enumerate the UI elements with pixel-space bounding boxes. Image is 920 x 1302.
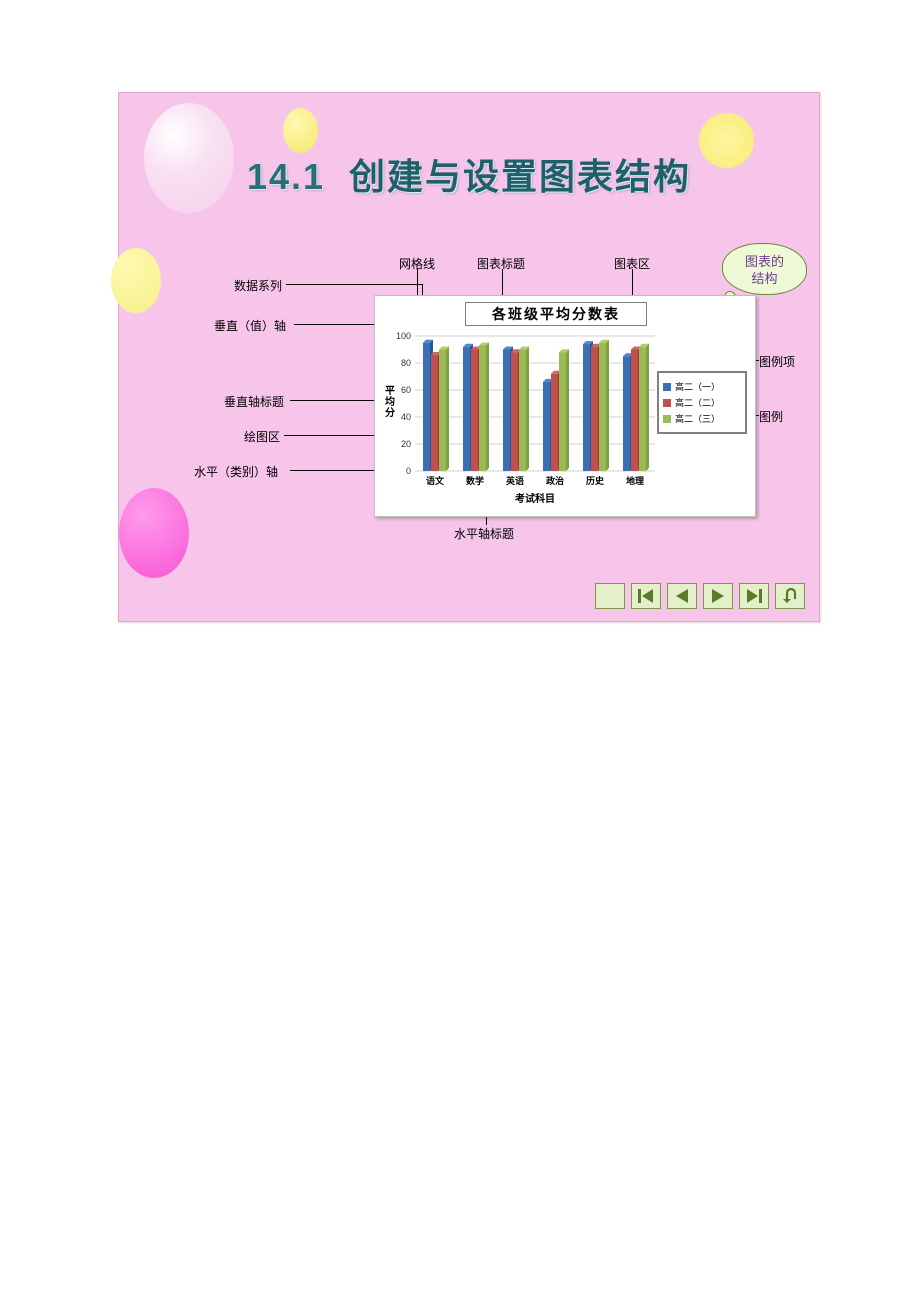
svg-text:100: 100	[396, 331, 411, 341]
label-horizontal-axis-title: 水平轴标题	[454, 525, 514, 542]
nav-first-button[interactable]	[631, 583, 661, 609]
title-text: 创建与设置图表结构	[349, 156, 691, 197]
legend-label: 高二（二）	[675, 396, 720, 409]
nav-next-button[interactable]	[703, 583, 733, 609]
balloon-decor	[111, 248, 161, 313]
x-category-label: 地理	[615, 474, 655, 487]
legend-item: 高二（二）	[663, 396, 741, 409]
page: 14.1 创建与设置图表结构 图表的 结构 数据系列 垂直（值）轴 垂直轴标题 …	[0, 0, 920, 1302]
svg-text:20: 20	[401, 439, 411, 449]
legend-item: 高二（一）	[663, 380, 741, 393]
title-number: 14.1	[247, 156, 325, 197]
x-categories: 语文数学英语政治历史地理	[415, 474, 655, 487]
legend-swatch	[663, 399, 671, 407]
y-axis-title: 平均分	[385, 386, 395, 419]
nav-prev-button[interactable]	[667, 583, 697, 609]
balloon-decor	[119, 488, 189, 578]
legend-swatch	[663, 383, 671, 391]
legend-label: 高二（一）	[675, 380, 720, 393]
plot-area: 020406080100	[415, 336, 655, 471]
balloon-decor	[283, 108, 318, 153]
svg-text:0: 0	[406, 466, 411, 476]
legend-swatch	[663, 415, 671, 423]
nav-last-button[interactable]	[739, 583, 769, 609]
label-chart-title: 图表标题	[477, 255, 525, 272]
chart-area: 各班级平均分数表 平均分 020406080100 语文数学英语政治历史地理 考…	[374, 295, 756, 517]
legend-box: 高二（一） 高二（二） 高二（三）	[657, 371, 747, 434]
nav-blank-button[interactable]	[595, 583, 625, 609]
x-category-label: 语文	[415, 474, 455, 487]
label-legend: 图例	[759, 408, 783, 425]
label-data-series: 数据系列	[234, 277, 282, 294]
x-axis-title: 考试科目	[415, 490, 655, 505]
x-category-label: 历史	[575, 474, 615, 487]
label-legend-item: 图例项	[759, 353, 795, 370]
svg-text:80: 80	[401, 358, 411, 368]
label-value-axis-title: 垂直轴标题	[224, 393, 284, 410]
annotated-diagram: 数据系列 垂直（值）轴 垂直轴标题 绘图区 水平（类别）轴 网格线 图表标题 图…	[194, 253, 769, 563]
svg-text:60: 60	[401, 385, 411, 395]
label-category-axis: 水平（类别）轴	[194, 463, 278, 480]
label-value-axis: 垂直（值）轴	[214, 317, 286, 334]
legend-label: 高二（三）	[675, 412, 720, 425]
svg-text:40: 40	[401, 412, 411, 422]
label-plot-area: 绘图区	[244, 428, 280, 445]
y-axis-title-text: 平均分	[385, 386, 395, 419]
x-category-label: 政治	[535, 474, 575, 487]
leader-line	[290, 400, 382, 401]
chart-title: 各班级平均分数表	[465, 302, 647, 326]
x-category-label: 英语	[495, 474, 535, 487]
nav-bar	[595, 583, 805, 609]
slide-title: 14.1 创建与设置图表结构	[119, 148, 819, 200]
nav-return-button[interactable]	[775, 583, 805, 609]
x-category-label: 数学	[455, 474, 495, 487]
leader-line	[286, 284, 422, 285]
legend-item: 高二（三）	[663, 412, 741, 425]
slide: 14.1 创建与设置图表结构 图表的 结构 数据系列 垂直（值）轴 垂直轴标题 …	[118, 92, 820, 622]
